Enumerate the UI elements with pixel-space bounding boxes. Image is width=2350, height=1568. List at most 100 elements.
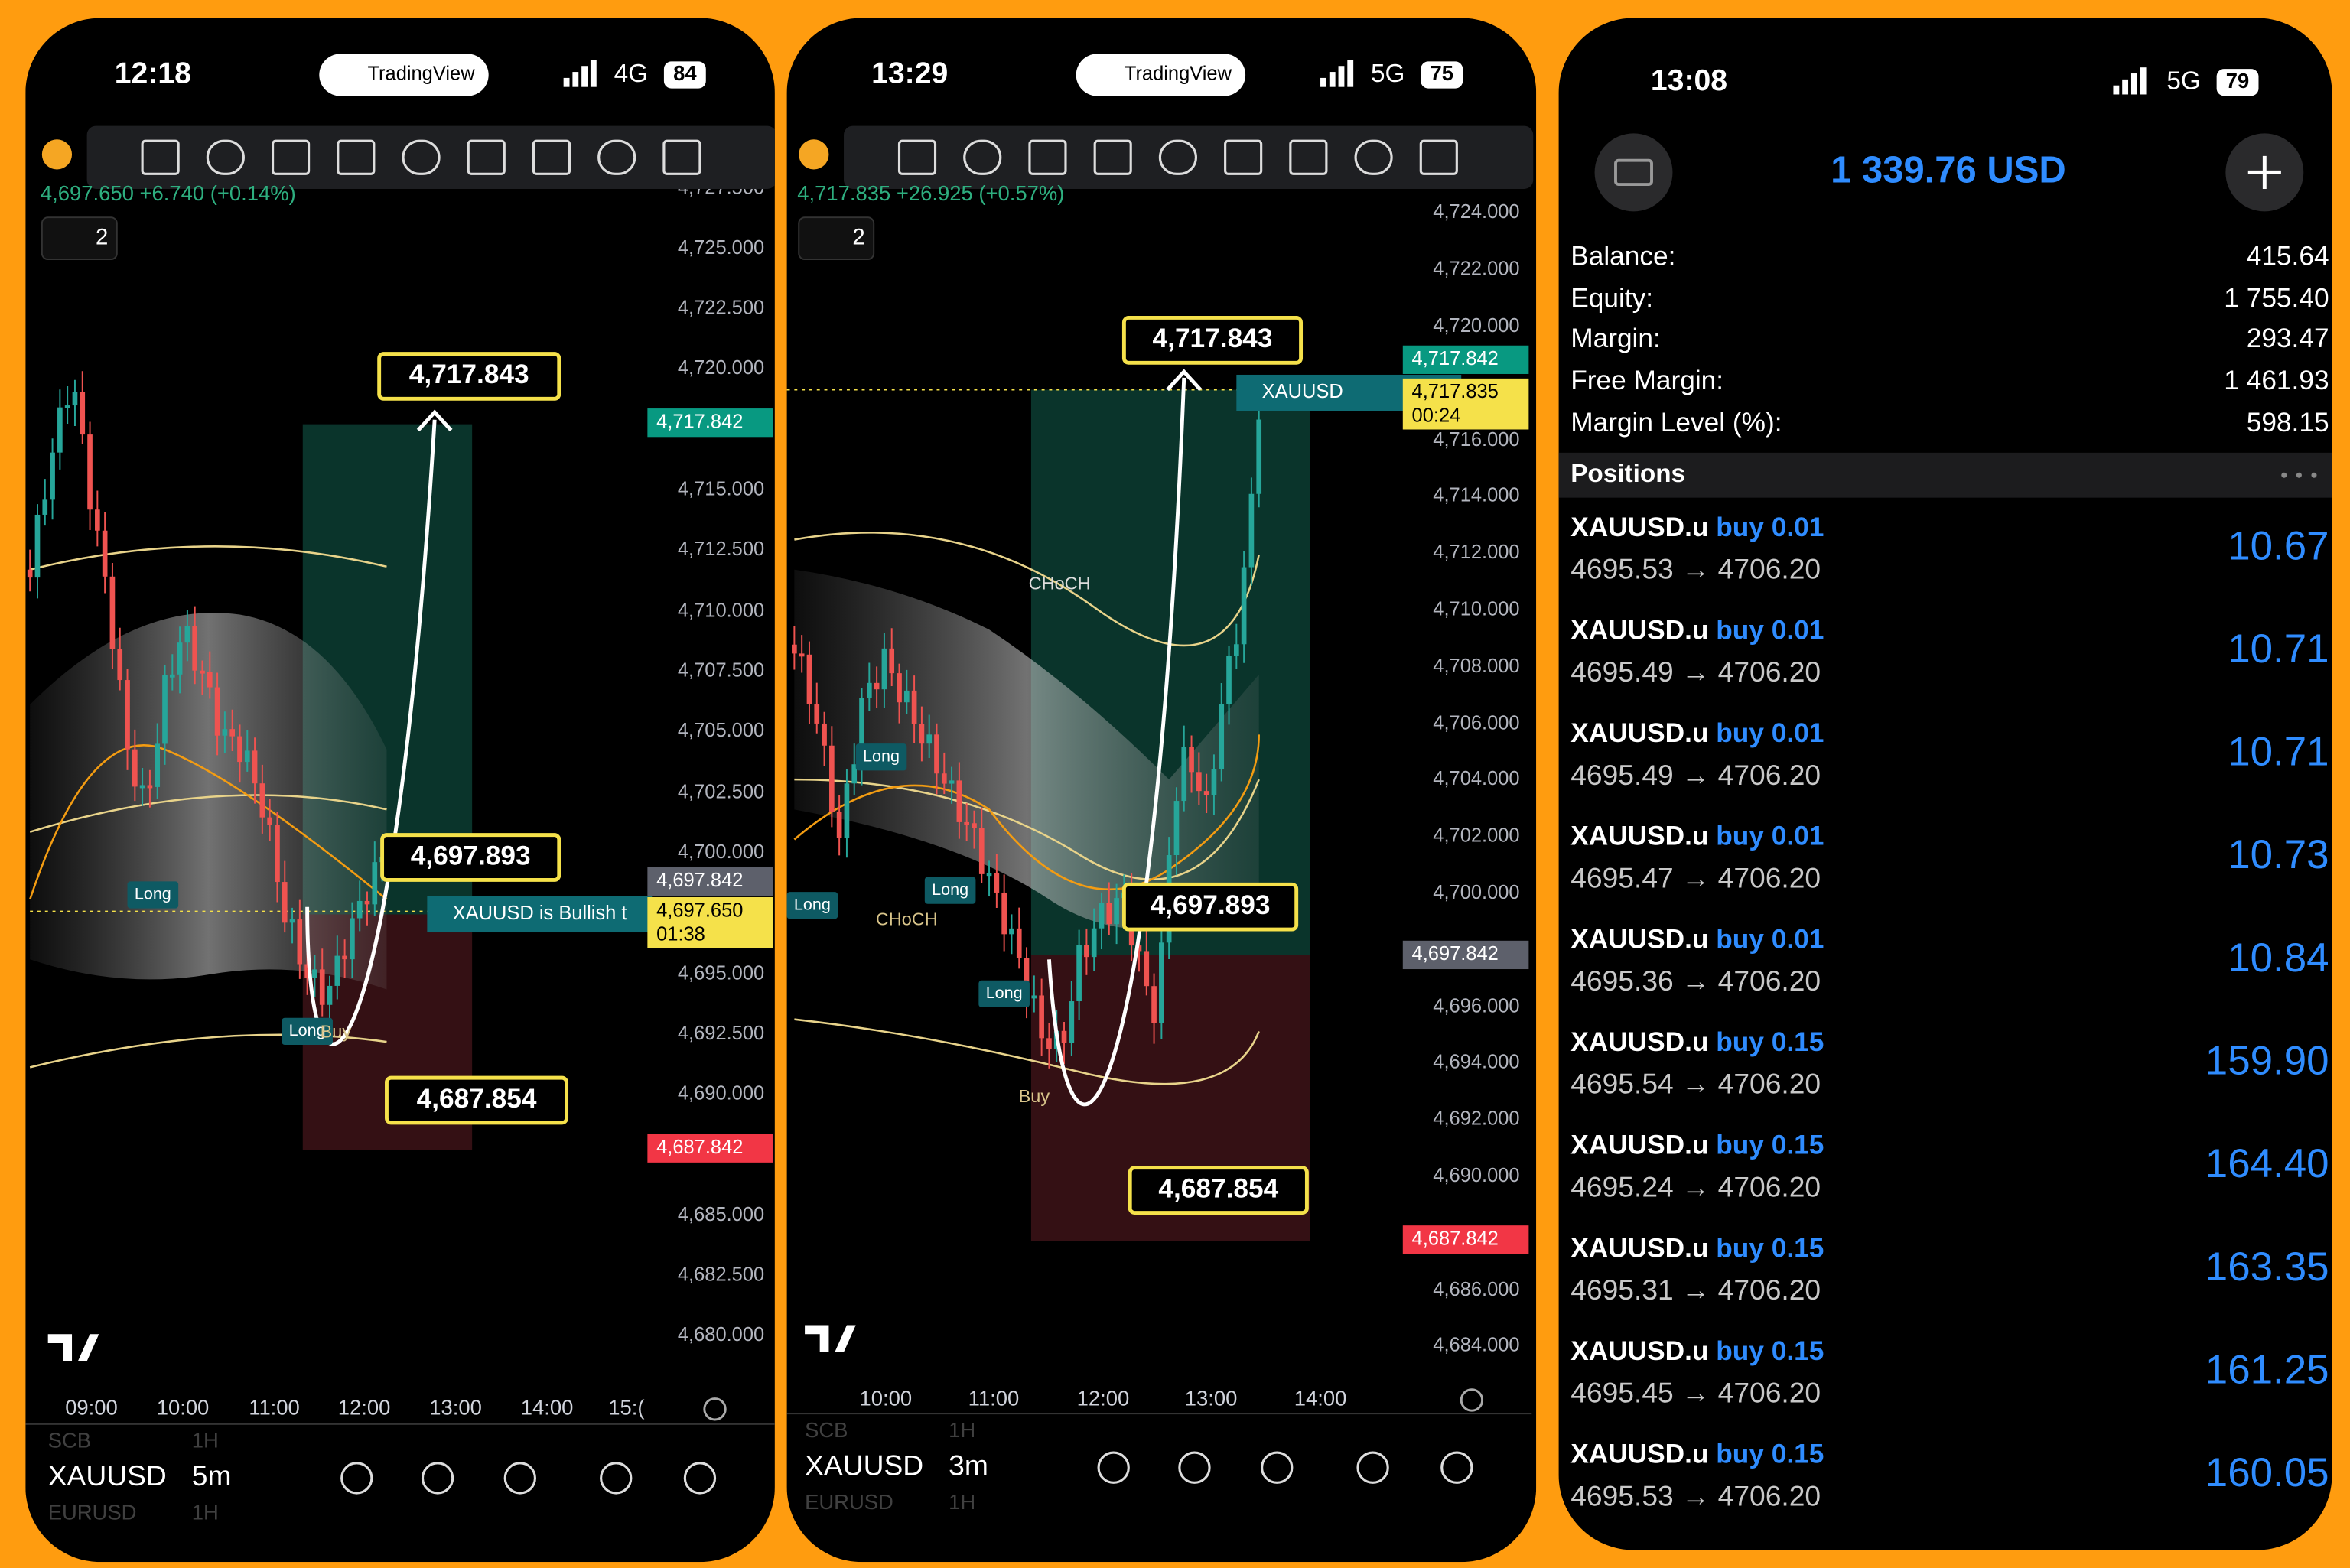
toolbar-tool[interactable]: [1289, 139, 1328, 175]
toolbar-tool[interactable]: [897, 139, 937, 175]
symbol-logo: [799, 139, 829, 170]
position-prices: 4695.31 → 4706.20: [1570, 1274, 1821, 1306]
toolbar-tool[interactable]: [1028, 139, 1067, 175]
settings-icon[interactable]: [1460, 1388, 1484, 1412]
indicator-toggle[interactable]: [798, 216, 875, 261]
arrow-head: [1166, 369, 1203, 392]
bottom-tool[interactable]: [1097, 1451, 1130, 1484]
signal-bar: [1338, 66, 1345, 87]
position-side: buy 0.15: [1716, 1440, 1824, 1469]
candle-body: [1189, 747, 1194, 773]
price-tick-label: 4,715.000: [678, 479, 764, 500]
position-prices: 4695.36 → 4706.20: [1570, 965, 1821, 997]
alert-label: XAUUSD: [1262, 381, 1343, 402]
candle-body: [95, 509, 100, 531]
candle-body: [184, 626, 190, 643]
price-tick-label: 4,714.000: [1433, 484, 1519, 506]
candle-body: [806, 654, 812, 704]
position-profit: 10.84: [2228, 935, 2329, 981]
candle-body: [1181, 747, 1187, 802]
position-title: XAUUSD.u buy 0.01: [1570, 925, 1824, 955]
position-symbol: XAUUSD.u: [1570, 925, 1708, 955]
time-tick-label: 11:00: [968, 1387, 1020, 1410]
time-tick-label: 09:00: [65, 1396, 118, 1420]
price-tick-label: 4,707.500: [678, 660, 764, 682]
candle-body: [844, 783, 850, 838]
position-symbol: XAUUSD.u: [1570, 1234, 1708, 1264]
arrow-head: [416, 409, 453, 432]
bottom-tool[interactable]: [1356, 1451, 1389, 1484]
indicator-toggle[interactable]: [41, 216, 118, 261]
candle-body: [27, 569, 33, 578]
bottom-tool[interactable]: [683, 1462, 717, 1495]
menu-dot[interactable]: [2311, 472, 2317, 478]
toolbar-tool[interactable]: [206, 139, 245, 175]
menu-dot[interactable]: [2296, 472, 2302, 478]
candle-body: [1114, 898, 1119, 925]
toolbar-tool[interactable]: [1158, 139, 1197, 175]
price-callout-box: [377, 352, 561, 401]
price-tick-label: 4,700.000: [678, 841, 764, 863]
bottom-tool[interactable]: [421, 1462, 454, 1495]
app-pill: [1076, 54, 1246, 96]
toolbar-tool[interactable]: [402, 139, 441, 175]
bottom-tool[interactable]: [1178, 1451, 1211, 1484]
toolbar-tool[interactable]: [1093, 139, 1132, 175]
candle-body: [282, 882, 288, 923]
candle-body: [866, 682, 872, 698]
summary-value: 598.15: [2247, 408, 2329, 438]
candle-body: [102, 530, 108, 577]
candle-body: [1001, 892, 1007, 935]
watchlist-interval: 1H: [192, 1429, 219, 1453]
toolbar-tool[interactable]: [467, 139, 506, 175]
battery-level: 84: [673, 61, 697, 85]
candle-body: [1203, 791, 1209, 795]
watchlist-interval: 3m: [949, 1449, 988, 1482]
price-tick-label: 4,704.000: [1433, 768, 1519, 789]
position-title: XAUUSD.u buy 0.15: [1570, 1027, 1824, 1057]
candle-body: [72, 392, 78, 406]
settings-icon[interactable]: [703, 1397, 727, 1421]
toolbar-tool[interactable]: [1419, 139, 1458, 175]
toolbar-tool[interactable]: [1224, 139, 1263, 175]
bottom-tool[interactable]: [1261, 1451, 1294, 1484]
position-side: buy 0.15: [1716, 1336, 1824, 1366]
bottom-tool[interactable]: [340, 1462, 373, 1495]
price-tick-label: 4,706.000: [1433, 712, 1519, 734]
bottom-tool[interactable]: [1440, 1451, 1473, 1484]
candle-body: [57, 407, 63, 453]
toolbar-tool[interactable]: [337, 139, 376, 175]
toolbar-tool[interactable]: [272, 139, 311, 175]
toolbar-tool[interactable]: [532, 139, 571, 175]
time-tick-label: 13:00: [1185, 1387, 1238, 1410]
wallet-button[interactable]: [1594, 133, 1673, 212]
toolbar-tool[interactable]: [1354, 139, 1393, 175]
menu-dot[interactable]: [2281, 472, 2287, 478]
bottom-tool[interactable]: [503, 1462, 536, 1495]
toolbar-tool[interactable]: [141, 139, 180, 175]
signal-label: Long: [932, 880, 968, 899]
toolbar-tool[interactable]: [963, 139, 1002, 175]
signal-tag: [924, 877, 976, 904]
cloud: [794, 569, 1259, 930]
status-time: 13:08: [1651, 64, 1727, 97]
price-tick-label: 4,722.500: [678, 297, 764, 318]
network-type: 4G: [614, 60, 648, 88]
position-side: buy 0.15: [1716, 1234, 1824, 1264]
bottom-tool[interactable]: [600, 1462, 633, 1495]
candle-body: [881, 648, 887, 690]
toolbar-tool[interactable]: [662, 139, 701, 175]
position-title: XAUUSD.u buy 0.01: [1570, 616, 1824, 646]
watchlist-interval: 5m: [192, 1459, 232, 1492]
toolbar-tool[interactable]: [597, 139, 636, 175]
position-symbol: XAUUSD.u: [1570, 1130, 1708, 1160]
candle-body: [829, 745, 835, 812]
price-callout: 4,697.893: [411, 841, 531, 870]
candle-body: [297, 919, 303, 965]
candle-body: [200, 670, 205, 674]
candle-body: [289, 919, 295, 923]
alert-label: XAUUSD is Bullish t: [453, 903, 627, 924]
candle-body: [125, 680, 130, 750]
candle-body: [364, 900, 370, 905]
price-tick-label: 4,686.000: [1433, 1279, 1519, 1300]
